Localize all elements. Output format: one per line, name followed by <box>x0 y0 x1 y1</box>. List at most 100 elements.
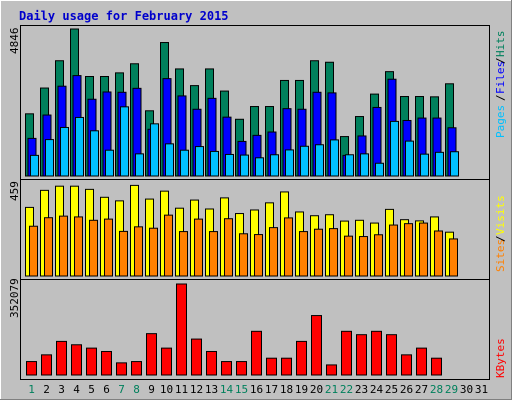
sites-bar-day-9 <box>149 227 158 277</box>
sites-bar-day-10 <box>164 214 173 277</box>
pages-bar-day-19 <box>300 145 309 177</box>
pages-bar-day-6 <box>105 149 114 177</box>
kbytes-bar-day-17 <box>266 357 277 376</box>
panel2-ymax-label: 459 <box>8 181 21 201</box>
kbytes-bar-day-22 <box>341 330 352 376</box>
legend-separator-3: / <box>494 235 507 242</box>
sites-bar-day-24 <box>374 234 383 277</box>
sites-bar-day-1 <box>29 225 38 277</box>
kbytes-bar-day-9 <box>146 333 157 376</box>
pages-bar-day-15 <box>240 154 249 177</box>
kbytes-bar-day-6 <box>101 350 112 376</box>
pages-bar-day-5 <box>90 130 99 177</box>
sites-bar-day-4 <box>74 216 83 277</box>
legend-separator-1: / <box>494 94 507 101</box>
pages-bar-day-1 <box>30 154 39 177</box>
x-tick-label-day-13: 13 <box>205 383 218 396</box>
kbytes-bar-day-8 <box>131 361 142 376</box>
x-tick-label-day-12: 12 <box>190 383 203 396</box>
x-tick-label-day-27: 27 <box>415 383 428 396</box>
kbytes-bar-day-7 <box>116 362 127 376</box>
sites-bar-day-23 <box>359 236 368 277</box>
pages-bar-day-13 <box>210 150 219 177</box>
pages-bar-day-9 <box>150 123 159 177</box>
sites-bar-day-12 <box>194 218 203 277</box>
pages-bar-day-25 <box>390 120 399 177</box>
x-tick-label-day-11: 11 <box>175 383 188 396</box>
sites-bar-day-11 <box>179 231 188 277</box>
sites-bar-day-16 <box>254 234 263 277</box>
kbytes-bar-day-18 <box>281 357 292 376</box>
pages-bar-day-16 <box>255 157 264 177</box>
sites-bar-day-18 <box>284 217 293 277</box>
pages-bar-day-20 <box>315 144 324 177</box>
sites-bar-day-21 <box>329 228 338 277</box>
kbytes-bar-day-3 <box>56 340 67 376</box>
x-tick-label-day-31: 31 <box>475 383 488 396</box>
panel3-ymax-label: 352079 <box>8 278 21 318</box>
sites-bar-day-13 <box>209 231 218 277</box>
kbytes-bar-day-19 <box>296 340 307 376</box>
kbytes-bar-day-4 <box>71 344 82 376</box>
x-tick-label-day-9: 9 <box>148 383 155 396</box>
pages-bar-day-29 <box>450 151 459 177</box>
x-tick-label-day-28: 28 <box>430 383 443 396</box>
pages-bar-day-12 <box>195 146 204 177</box>
sites-bar-day-7 <box>119 230 128 277</box>
pages-bar-day-2 <box>45 139 54 177</box>
sites-bar-day-6 <box>104 218 113 277</box>
kbytes-bar-day-27 <box>416 347 427 376</box>
pages-bar-day-18 <box>285 149 294 177</box>
kbytes-bar-day-10 <box>161 347 172 376</box>
sites-bar-day-8 <box>134 226 143 277</box>
x-tick-label-day-6: 6 <box>103 383 110 396</box>
x-tick-label-day-4: 4 <box>73 383 80 396</box>
pages-bar-day-28 <box>435 151 444 177</box>
pages-bar-day-10 <box>165 143 174 177</box>
x-tick-label-day-30: 30 <box>460 383 473 396</box>
sites-bar-day-2 <box>44 217 53 277</box>
kbytes-bar-day-14 <box>221 361 232 376</box>
x-tick-label-day-26: 26 <box>400 383 413 396</box>
legend-separator-2: / <box>494 57 507 64</box>
sites-bar-day-20 <box>314 228 323 277</box>
chart-title: Daily usage for February 2015 <box>19 9 229 23</box>
kbytes-bar-day-26 <box>401 354 412 376</box>
x-tick-label-day-21: 21 <box>325 383 338 396</box>
kbytes-bar-day-23 <box>356 334 367 376</box>
pages-bar-day-3 <box>60 126 69 177</box>
x-tick-label-day-19: 19 <box>295 383 308 396</box>
x-tick-label-day-8: 8 <box>133 383 140 396</box>
legend-kbytes: KBytes <box>494 338 507 378</box>
legend-pages: Pages <box>494 105 507 138</box>
kbytes-bar-day-15 <box>236 361 247 376</box>
legend-hits: Hits <box>494 31 507 58</box>
x-tick-label-day-14: 14 <box>220 383 234 396</box>
sites-bar-day-29 <box>449 238 458 277</box>
x-tick-label-day-16: 16 <box>250 383 263 396</box>
x-tick-label-day-24: 24 <box>370 383 384 396</box>
x-tick-label-day-23: 23 <box>355 383 368 396</box>
sites-bar-day-22 <box>344 235 353 277</box>
x-tick-label-day-18: 18 <box>280 383 293 396</box>
pages-bar-day-24 <box>375 162 384 177</box>
legend-sites: Sites <box>494 239 507 272</box>
x-tick-label-day-2: 2 <box>43 383 50 396</box>
sites-bar-day-19 <box>299 231 308 277</box>
kbytes-bar-day-11 <box>176 283 187 376</box>
pages-bar-day-22 <box>345 154 354 177</box>
legend-visits: Visits <box>494 195 507 235</box>
legend-files: Files <box>494 61 507 94</box>
pages-bar-day-4 <box>75 116 84 177</box>
kbytes-bar-day-28 <box>431 357 442 376</box>
kbytes-bar-day-12 <box>191 338 202 376</box>
kbytes-bar-day-2 <box>41 354 52 376</box>
x-axis-day-labels: 1 2 3 4 5 6 7 8 9 10 11 12 13 14 15 16 17 18 19 20 21 22 23 24 2… <box>28 383 488 396</box>
hits-files-pages-bars <box>25 28 459 177</box>
pages-bar-day-11 <box>180 149 189 177</box>
pages-bar-day-21 <box>330 139 339 177</box>
kbytes-bar-day-13 <box>206 350 217 376</box>
kbytes-bar-day-24 <box>371 330 382 376</box>
sites-bar-day-15 <box>239 233 248 277</box>
